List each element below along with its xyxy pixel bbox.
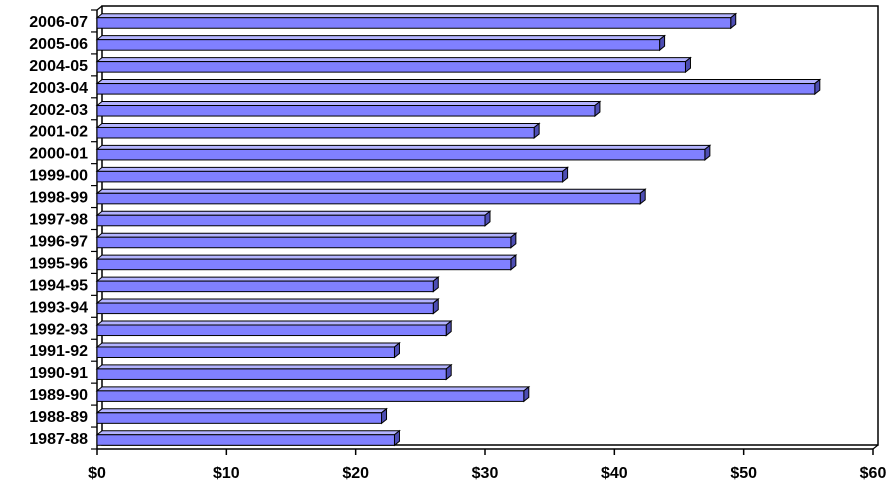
bar bbox=[95, 56, 692, 74]
y-category-label: 1995-96 bbox=[29, 255, 88, 272]
bar bbox=[95, 429, 401, 447]
y-category-label: 1996-97 bbox=[29, 233, 88, 250]
bar-front-face bbox=[96, 258, 512, 271]
y-category-label: 2002-03 bbox=[29, 102, 88, 119]
bar-top-face bbox=[95, 188, 647, 194]
y-category-label: 1988-89 bbox=[29, 409, 88, 426]
bar bbox=[95, 12, 738, 30]
axis-depth-edge-top bbox=[96, 5, 103, 11]
bar-top-face bbox=[95, 122, 541, 128]
bars bbox=[95, 12, 822, 447]
bar-front-face bbox=[96, 192, 641, 205]
bar bbox=[95, 34, 667, 52]
bar-front-face bbox=[96, 83, 816, 95]
bar-top-face bbox=[95, 408, 388, 414]
bar-front-face bbox=[96, 126, 535, 139]
bar bbox=[95, 407, 388, 425]
bar bbox=[95, 276, 440, 293]
y-category-label: 1994-95 bbox=[29, 277, 88, 294]
y-category-label: 2005-06 bbox=[29, 36, 88, 53]
bar bbox=[95, 122, 541, 140]
y-category-label: 1991-92 bbox=[29, 343, 88, 360]
bar-front-face bbox=[96, 412, 383, 424]
y-category-label: 1998-99 bbox=[29, 190, 88, 207]
x-tick-label: $0 bbox=[88, 465, 106, 482]
bar-top-face bbox=[95, 13, 738, 19]
bar-top-face bbox=[95, 254, 518, 260]
bar-top-face bbox=[95, 57, 692, 63]
axis-depth-edge-right bbox=[872, 444, 879, 450]
bar-front-face bbox=[96, 368, 447, 380]
bar-front-face bbox=[96, 214, 486, 227]
x-tick-label: $60 bbox=[860, 465, 887, 482]
bar-front-face bbox=[96, 17, 732, 29]
bar-front-face bbox=[96, 324, 447, 337]
bar bbox=[95, 144, 712, 161]
x-tick-label: $50 bbox=[730, 465, 757, 482]
bar-front-face bbox=[96, 148, 706, 161]
x-tick-label: $10 bbox=[213, 465, 240, 482]
y-category-label: 1999-00 bbox=[29, 168, 88, 185]
bar-front-face bbox=[96, 390, 525, 402]
y-category-label: 1989-90 bbox=[29, 387, 88, 404]
y-category-label: 2004-05 bbox=[29, 58, 88, 75]
y-category-label: 1987-88 bbox=[29, 431, 88, 448]
labels: $0 $10 $20 $30 $40 $50 $60 2006-07 2005-06 2004-0… bbox=[29, 14, 886, 482]
bar bbox=[95, 298, 440, 315]
y-category-label: 2000-01 bbox=[29, 146, 88, 163]
y-category-label: 2006-07 bbox=[29, 14, 88, 31]
x-tick-label: $30 bbox=[472, 465, 499, 482]
bar-top-face bbox=[95, 101, 602, 107]
bar bbox=[95, 363, 453, 381]
bar-top-face bbox=[95, 276, 440, 282]
bar-front-face bbox=[96, 61, 686, 73]
bar-top-face bbox=[95, 79, 822, 85]
bar-top-face bbox=[95, 166, 570, 172]
bar-front-face bbox=[96, 39, 661, 51]
x-tick-label: $40 bbox=[601, 465, 628, 482]
y-category-label: 1992-93 bbox=[29, 321, 88, 338]
bar bbox=[95, 78, 822, 96]
bar bbox=[95, 319, 453, 337]
bar-top-face bbox=[95, 364, 453, 370]
bar-front-face bbox=[96, 302, 434, 315]
bar-front-face bbox=[96, 170, 564, 183]
bar bbox=[95, 232, 518, 249]
bar bbox=[95, 385, 531, 403]
y-category-label: 2003-04 bbox=[29, 80, 88, 97]
bar-top-face bbox=[95, 35, 667, 41]
bar-top-face bbox=[95, 342, 401, 348]
bar bbox=[95, 166, 570, 183]
y-category-label: 2001-02 bbox=[29, 124, 88, 141]
x-tick-label: $20 bbox=[342, 465, 369, 482]
bar-top-face bbox=[95, 320, 453, 326]
bar-top-face bbox=[95, 298, 440, 304]
bar-top-face bbox=[95, 144, 712, 150]
bar-top-face bbox=[95, 430, 401, 436]
bar bbox=[95, 254, 518, 271]
bar bbox=[95, 188, 647, 205]
bar-front-face bbox=[96, 280, 434, 293]
bar bbox=[95, 341, 401, 359]
bar-top-face bbox=[95, 210, 492, 216]
bar bbox=[95, 210, 492, 227]
bar-front-face bbox=[96, 236, 512, 249]
y-category-label: 1990-91 bbox=[29, 365, 88, 382]
bar-front-face bbox=[96, 434, 395, 446]
bar-top-face bbox=[95, 386, 531, 392]
bar bbox=[95, 100, 602, 118]
bar-top-face bbox=[95, 232, 518, 238]
bar-front-face bbox=[96, 105, 596, 117]
y-category-label: 1993-94 bbox=[29, 299, 88, 316]
y-category-label: 1997-98 bbox=[29, 212, 88, 229]
bar-front-face bbox=[96, 346, 395, 358]
